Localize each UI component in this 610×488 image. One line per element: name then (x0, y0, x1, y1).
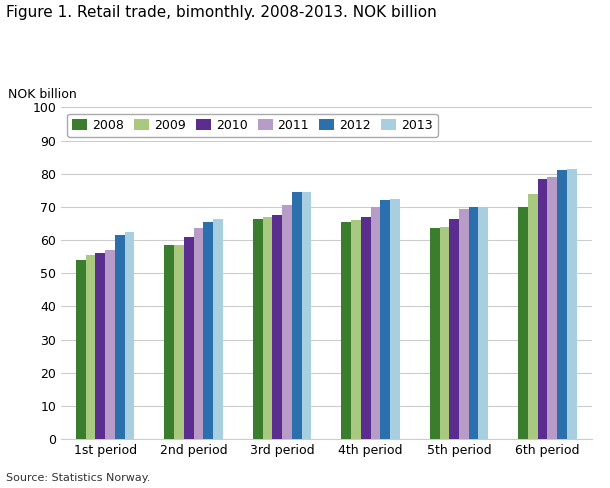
Bar (459, 208, 468, 439)
Bar (361, 217, 370, 439)
Bar (292, 192, 301, 439)
Bar (528, 194, 538, 439)
Bar (538, 179, 548, 439)
Bar (105, 250, 115, 439)
Bar (478, 207, 488, 439)
Bar (518, 207, 528, 439)
Bar (557, 170, 567, 439)
Text: Source: Statistics Norway.: Source: Statistics Norway. (6, 473, 151, 483)
Bar (76, 260, 86, 439)
Bar (390, 199, 400, 439)
Bar (351, 220, 361, 439)
Bar (174, 245, 184, 439)
Bar (342, 222, 351, 439)
Bar (282, 205, 292, 439)
Bar (430, 228, 440, 439)
Legend: 2008, 2009, 2010, 2011, 2012, 2013: 2008, 2009, 2010, 2011, 2012, 2013 (67, 114, 437, 137)
Bar (86, 255, 96, 439)
Bar (370, 207, 380, 439)
Text: NOK billion: NOK billion (8, 88, 77, 101)
Bar (380, 200, 390, 439)
Bar (547, 177, 557, 439)
Bar (263, 217, 273, 439)
Bar (213, 219, 223, 439)
Bar (567, 169, 576, 439)
Bar (301, 192, 311, 439)
Bar (165, 245, 174, 439)
Bar (273, 215, 282, 439)
Bar (194, 228, 203, 439)
Bar (124, 232, 134, 439)
Bar (468, 207, 478, 439)
Bar (115, 235, 124, 439)
Bar (450, 219, 459, 439)
Bar (440, 227, 450, 439)
Text: Figure 1. Retail trade, bimonthly. 2008-2013. NOK billion: Figure 1. Retail trade, bimonthly. 2008-… (6, 5, 437, 20)
Bar (253, 219, 263, 439)
Bar (184, 237, 193, 439)
Bar (203, 222, 213, 439)
Bar (96, 253, 105, 439)
